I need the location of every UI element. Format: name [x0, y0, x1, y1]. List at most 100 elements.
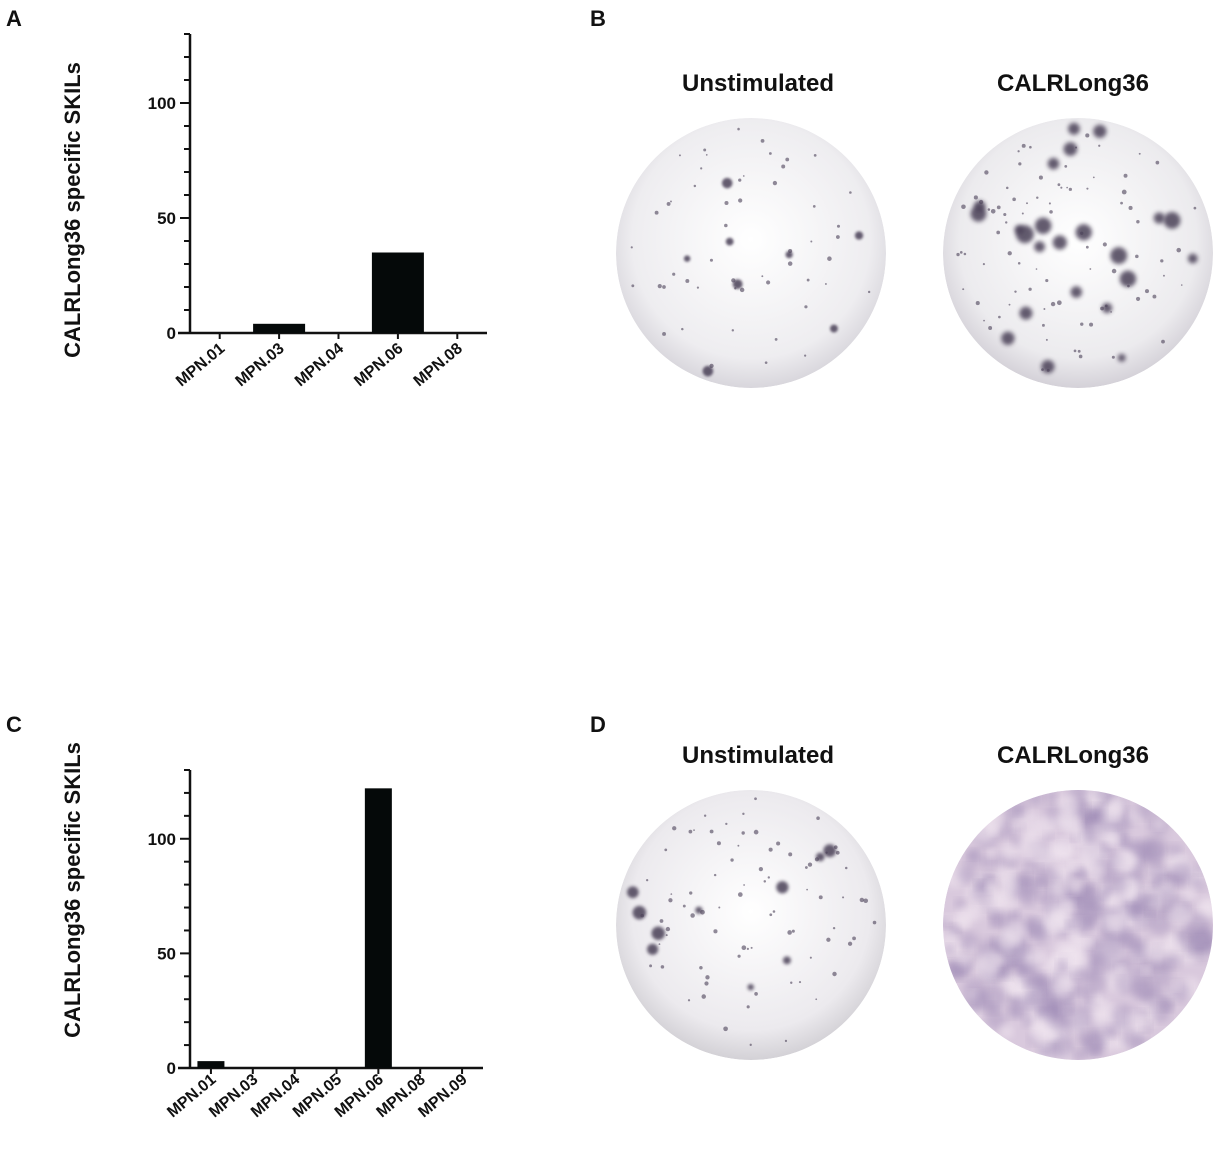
well-spot — [863, 898, 869, 904]
well-spot — [1085, 133, 1090, 138]
well-label-unstimulated-d: Unstimulated — [681, 742, 834, 769]
well-mottle — [997, 930, 1019, 951]
well-spot — [725, 237, 734, 246]
well-spot — [806, 888, 808, 891]
well-mottle — [1050, 881, 1067, 898]
well-spot — [1180, 284, 1183, 286]
well-mottle — [1164, 952, 1181, 969]
well-mottle — [1112, 849, 1136, 874]
well-spot — [709, 258, 713, 262]
y-tick-label: 100 — [148, 94, 176, 113]
well-spot — [665, 934, 668, 937]
well-spot — [767, 876, 770, 879]
well-spot — [1068, 187, 1072, 191]
well-spot — [815, 998, 818, 1001]
well-spot — [804, 866, 808, 869]
well-spot — [1121, 189, 1127, 195]
well-spot — [1078, 354, 1083, 359]
well-mottle — [1067, 1005, 1094, 1031]
well-spot — [787, 261, 793, 266]
well-spot — [854, 231, 864, 240]
well-spot — [683, 255, 691, 262]
well-mottle — [1107, 794, 1125, 813]
well-mottle — [1025, 974, 1044, 993]
well-spot — [867, 290, 871, 294]
well-mottle — [1026, 993, 1037, 1003]
well-spot — [990, 208, 996, 214]
well-spot — [1077, 349, 1081, 353]
well-spot — [640, 913, 644, 918]
well-mottle — [1065, 920, 1074, 929]
well-spot — [1135, 254, 1139, 259]
panel-letter-c: C — [6, 712, 22, 737]
well-spot — [703, 148, 707, 152]
well-spot — [956, 252, 960, 257]
well-spot — [836, 224, 841, 228]
well-mottle — [1032, 928, 1049, 944]
x-tick-label: MPN.03 — [232, 340, 287, 390]
panel-letter-d: D — [590, 712, 606, 737]
well-spot — [1007, 251, 1012, 256]
well-spot — [791, 929, 795, 933]
well-spot — [1111, 355, 1115, 359]
well-spot — [1017, 261, 1021, 265]
well-mottle — [1036, 951, 1046, 962]
well-spot — [1017, 150, 1020, 153]
well-spot — [1049, 210, 1053, 214]
well-spot — [787, 930, 792, 935]
well-mottle — [1047, 1009, 1069, 1031]
well-label-unstimulated-b: Unstimulated — [681, 70, 834, 97]
well-spot — [849, 191, 852, 194]
well-spot — [1043, 308, 1046, 310]
well-spot — [1028, 287, 1032, 291]
x-tick-label: MPN.01 — [173, 340, 228, 390]
well-mottle — [1030, 1021, 1056, 1046]
well-mottle — [1121, 928, 1138, 946]
well-spot — [1021, 143, 1026, 148]
well-spot — [705, 154, 708, 156]
well-spot — [1045, 338, 1048, 341]
x-tick-label: MPN.06 — [351, 340, 406, 390]
well-mottle — [943, 961, 961, 980]
well-spot — [847, 941, 853, 946]
well-spot — [682, 904, 686, 908]
well-image — [943, 790, 1213, 1060]
well-spot — [1003, 212, 1007, 217]
well-spot — [1042, 323, 1045, 327]
well-spot — [1136, 220, 1140, 224]
well-spot — [827, 256, 832, 261]
well-spot — [730, 858, 734, 862]
well-spot — [1117, 353, 1126, 362]
well-spot — [753, 829, 759, 835]
elispot-well-calrlong36-d — [943, 790, 1213, 1060]
well-mottle — [1153, 818, 1165, 830]
well-spot — [690, 913, 695, 918]
well-spot — [996, 230, 1001, 235]
well-spot — [713, 929, 718, 934]
well-spot — [1014, 224, 1024, 235]
well-spot — [1038, 175, 1043, 180]
well-spot — [664, 848, 668, 852]
well-mottle — [1009, 996, 1032, 1018]
well-spot — [651, 926, 666, 941]
well-background — [616, 790, 886, 1060]
well-spot — [984, 170, 989, 175]
well-mottle — [1099, 887, 1111, 900]
well-label-calrlong36-d: CALRLong36 — [997, 742, 1149, 769]
well-spot — [700, 167, 703, 170]
well-spot — [996, 205, 1001, 210]
well-spot — [962, 288, 965, 291]
well-spot — [705, 975, 710, 980]
well-mottle — [1084, 938, 1094, 948]
well-spot — [782, 956, 791, 965]
well-spot — [754, 992, 758, 996]
y-axis-label: CALRLong36 specific SKILs — [60, 742, 85, 1038]
well-mottle — [1168, 903, 1192, 927]
well-spot — [737, 954, 741, 958]
well-spot — [809, 956, 812, 959]
well-spot — [737, 844, 740, 847]
elispot-well-calrlong36-b — [943, 118, 1213, 388]
well-mottle — [1136, 800, 1155, 820]
well-spot — [660, 965, 665, 969]
well-spot — [738, 198, 743, 203]
